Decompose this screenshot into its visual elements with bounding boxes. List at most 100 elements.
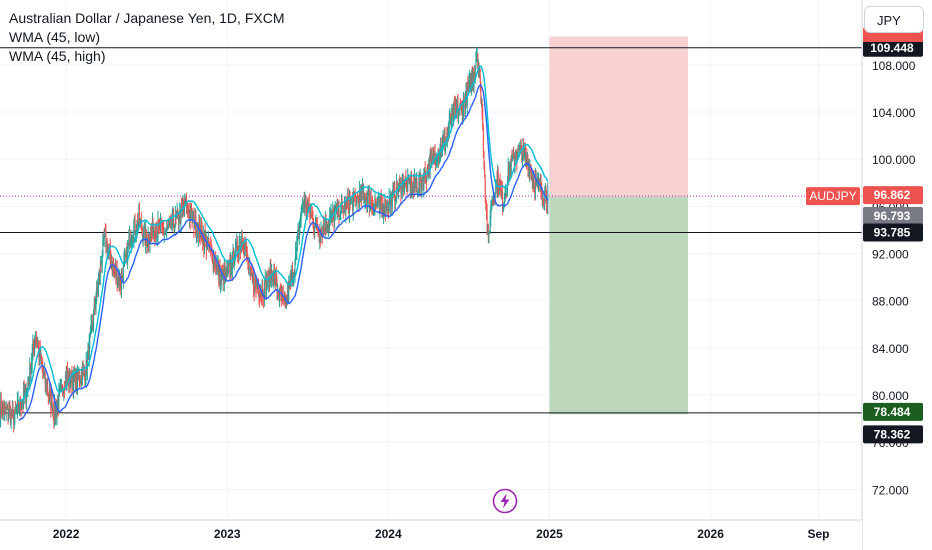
- candle-body: [479, 75, 481, 77]
- candle-body: [305, 200, 307, 211]
- candle-body: [13, 415, 15, 423]
- grid: [0, 0, 862, 520]
- candle-body: [88, 338, 90, 359]
- price-tick-label: 72.000: [872, 483, 909, 497]
- candle-body: [447, 132, 449, 134]
- candle-body: [481, 103, 483, 105]
- candle-body: [225, 269, 227, 277]
- candle-body: [475, 59, 477, 66]
- candle-body: [174, 225, 176, 232]
- candle-body: [467, 85, 469, 90]
- candle-body: [107, 248, 109, 251]
- candle-body: [332, 209, 334, 212]
- candle-body: [14, 407, 16, 416]
- candle-body: [164, 231, 166, 233]
- candle-body: [125, 247, 127, 256]
- candle-body: [542, 198, 544, 200]
- time-tick-label: 2024: [375, 527, 402, 541]
- candle-body: [111, 264, 113, 272]
- candle-body: [543, 199, 545, 202]
- candle-body: [273, 271, 275, 281]
- candle-body: [386, 201, 388, 210]
- candle-body: [338, 202, 340, 220]
- candle-body: [403, 187, 405, 192]
- candle-body: [203, 234, 205, 248]
- candle-body: [290, 278, 292, 283]
- candle-body: [178, 222, 180, 225]
- candle-body: [319, 237, 321, 240]
- candle-body: [461, 105, 463, 116]
- candle-body: [293, 273, 295, 275]
- candle-body: [179, 210, 181, 223]
- candle-body: [446, 132, 448, 138]
- candle-body: [257, 287, 259, 296]
- candle-body: [259, 296, 261, 298]
- candle-body: [293, 273, 295, 276]
- candle-body: [520, 146, 522, 148]
- candle-body: [225, 269, 227, 277]
- candle-body: [51, 397, 53, 414]
- candle-body: [37, 345, 39, 347]
- candle-body: [16, 402, 18, 411]
- candle-body: [206, 247, 208, 250]
- candle-body: [306, 210, 308, 213]
- candle-body: [256, 285, 258, 290]
- candle-body: [45, 381, 47, 385]
- candle-body: [485, 205, 487, 210]
- candle-body: [120, 276, 122, 288]
- candle-body: [423, 176, 425, 188]
- candle-body: [311, 214, 313, 216]
- candle-body: [408, 175, 410, 184]
- candle-body: [336, 203, 338, 212]
- candle-body: [399, 181, 401, 184]
- candle-body: [307, 206, 309, 210]
- lightning-bolt-icon[interactable]: [492, 488, 518, 514]
- candle-body: [538, 181, 540, 183]
- candle-body: [10, 410, 12, 423]
- candle-body: [50, 391, 52, 409]
- candle-body: [112, 263, 114, 272]
- candle-body: [465, 89, 467, 98]
- candle-body: [318, 233, 320, 240]
- price-label: 109.448: [870, 41, 914, 55]
- candle-body: [121, 276, 123, 279]
- candle-body: [143, 226, 145, 228]
- candle-body: [98, 272, 100, 279]
- candle-body: [98, 278, 100, 289]
- candle-body: [197, 225, 199, 238]
- candle-body: [454, 105, 456, 109]
- candle-body: [241, 239, 243, 245]
- candle-body: [430, 155, 432, 161]
- candle-body: [322, 225, 324, 229]
- chart-legend: Australian Dollar / Japanese Yen, 1D, FX…: [9, 9, 284, 66]
- candle-body: [391, 191, 393, 208]
- candle-body: [36, 338, 38, 342]
- candle-body: [269, 272, 271, 287]
- candle-body: [66, 372, 68, 382]
- candle-body: [124, 257, 126, 262]
- price-tick-label: 104.000: [872, 106, 916, 120]
- candle-body: [321, 231, 323, 237]
- candle-body: [122, 265, 124, 282]
- candle-body: [67, 372, 69, 378]
- candle-body: [53, 415, 55, 420]
- candle-body: [79, 382, 81, 384]
- time-tick-label: 2026: [697, 527, 724, 541]
- candle-body: [65, 375, 67, 389]
- candle-body: [350, 201, 352, 204]
- candle-body: [58, 390, 60, 393]
- candle-body: [55, 408, 57, 418]
- candle-body: [376, 204, 378, 208]
- candle-body: [435, 159, 437, 164]
- candle-body: [349, 199, 351, 204]
- candle-body: [365, 198, 367, 200]
- candle-body: [201, 230, 203, 242]
- candle-body: [400, 181, 402, 196]
- candle-body: [507, 167, 509, 180]
- currency-button[interactable]: JPY: [864, 6, 924, 33]
- candle-body: [23, 388, 25, 395]
- candle-body: [303, 201, 305, 208]
- candle-body: [337, 202, 339, 216]
- candle-body: [536, 177, 538, 179]
